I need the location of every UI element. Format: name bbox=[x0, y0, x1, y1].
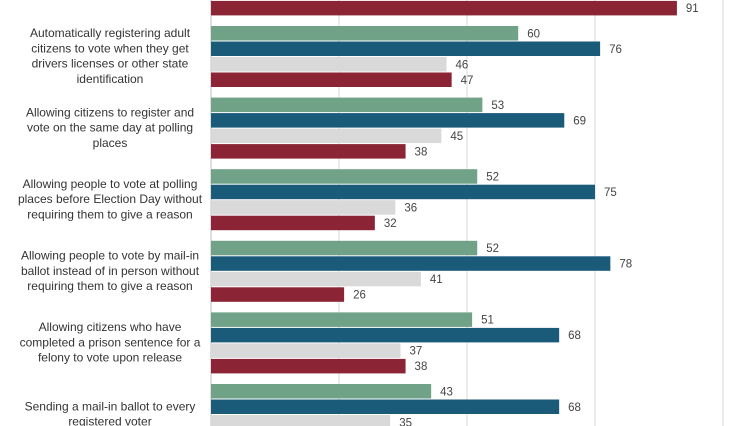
value-label-2-1: 69 bbox=[573, 115, 586, 127]
bar-5-2 bbox=[211, 343, 401, 358]
category-label-5: Allowing citizens who have completed a pr… bbox=[20, 320, 201, 365]
category-label-1-line-3: identification bbox=[77, 72, 144, 86]
bar-5-1 bbox=[211, 327, 560, 343]
category-label-6-line-1: registered voter bbox=[68, 415, 151, 426]
category-label-2: Allowing citizens to register and vote on… bbox=[26, 105, 194, 150]
bar-4-1 bbox=[211, 256, 611, 271]
category-label-5-line-0: Allowing citizens who have bbox=[39, 320, 182, 334]
bar-0-3 bbox=[211, 0, 677, 16]
bar-1-0 bbox=[211, 26, 519, 41]
value-label-5-3: 38 bbox=[415, 361, 428, 373]
category-label-4-line-0: Allowing people to vote by mail-in bbox=[21, 249, 199, 263]
bar-3-0 bbox=[211, 169, 478, 184]
bar-2-0 bbox=[211, 97, 483, 113]
category-label-5-line-1: completed a prison sentence for a bbox=[20, 335, 201, 349]
category-label-4: Allowing people to vote by mail-in ballot… bbox=[21, 249, 200, 294]
bar-1-1 bbox=[211, 41, 601, 56]
category-label-6: Sending a mail-in ballot to every registe… bbox=[25, 399, 196, 426]
bar-4-2 bbox=[211, 271, 421, 287]
value-label-3-1: 75 bbox=[604, 187, 617, 199]
category-label-1: Automatically registering adult citizens … bbox=[30, 26, 191, 86]
bar-3-1 bbox=[211, 184, 595, 200]
category-label-2-line-0: Allowing citizens to register and bbox=[26, 105, 194, 119]
bar-4-0 bbox=[211, 240, 478, 256]
value-label-5-2: 37 bbox=[409, 346, 422, 358]
bar-3-2 bbox=[211, 200, 396, 215]
bar-2-2 bbox=[211, 128, 442, 144]
bar-5-3 bbox=[211, 358, 406, 374]
value-label-4-2: 41 bbox=[430, 274, 443, 286]
value-label-3-0: 52 bbox=[486, 171, 499, 183]
value-label-4-1: 78 bbox=[619, 259, 632, 271]
value-label-1-0: 60 bbox=[527, 28, 540, 40]
bar-1-2 bbox=[211, 57, 447, 72]
value-label-3-2: 36 bbox=[404, 202, 417, 214]
value-label-1-3: 47 bbox=[461, 75, 474, 87]
bar-6-1 bbox=[211, 399, 560, 414]
value-label-5-1: 68 bbox=[568, 330, 581, 342]
category-labels: Automatically registering adult citizens … bbox=[18, 26, 203, 426]
category-label-1-line-0: Automatically registering adult bbox=[30, 26, 191, 40]
value-label-4-0: 52 bbox=[486, 243, 499, 255]
category-label-3-line-0: Allowing people to vote at polling bbox=[23, 177, 198, 191]
value-label-2-3: 38 bbox=[415, 146, 428, 158]
category-label-2-line-1: vote on the same day at polling bbox=[27, 121, 193, 135]
value-label-3-3: 32 bbox=[384, 218, 397, 230]
category-label-3-line-2: requiring them to give a reason bbox=[27, 208, 192, 222]
value-label-2-2: 45 bbox=[450, 131, 463, 143]
value-label-1-2: 46 bbox=[456, 59, 469, 71]
bars bbox=[211, 0, 677, 426]
bar-5-0 bbox=[211, 312, 473, 327]
category-label-5-line-2: felony to vote upon release bbox=[38, 351, 182, 365]
value-label-0-3: 91 bbox=[686, 3, 699, 15]
value-label-6-0: 43 bbox=[440, 386, 453, 398]
category-label-2-line-2: places bbox=[93, 136, 128, 150]
value-label-1-1: 76 bbox=[609, 44, 622, 56]
bar-6-2 bbox=[211, 415, 391, 426]
value-label-2-0: 53 bbox=[491, 100, 504, 112]
category-label-3-line-1: places before Election Day without bbox=[18, 192, 203, 206]
bar-2-3 bbox=[211, 144, 406, 159]
bar-4-3 bbox=[211, 287, 345, 302]
category-label-1-line-2: drivers licenses or other state bbox=[32, 57, 189, 71]
bar-6-0 bbox=[211, 384, 432, 399]
category-label-6-line-0: Sending a mail-in ballot to every bbox=[25, 399, 196, 413]
bar-2-1 bbox=[211, 113, 565, 128]
bar-3-3 bbox=[211, 215, 375, 231]
bar-1-3 bbox=[211, 72, 452, 87]
value-label-5-0: 51 bbox=[481, 315, 494, 327]
value-label-6-1: 68 bbox=[568, 402, 581, 414]
value-label-6-2: 35 bbox=[399, 417, 412, 426]
category-label-3: Allowing people to vote at polling places… bbox=[18, 177, 203, 222]
category-label-4-line-2: requiring them to give a reason bbox=[27, 279, 192, 293]
value-labels: 91 60 76 46 47 53 69 45 38 52 75 36 32 52 78 41 26 51 68 37… bbox=[353, 3, 699, 426]
category-label-1-line-1: citizens to vote when they get bbox=[31, 41, 189, 55]
category-label-4-line-1: ballot instead of in person without bbox=[21, 264, 200, 278]
value-label-4-3: 26 bbox=[353, 290, 366, 302]
